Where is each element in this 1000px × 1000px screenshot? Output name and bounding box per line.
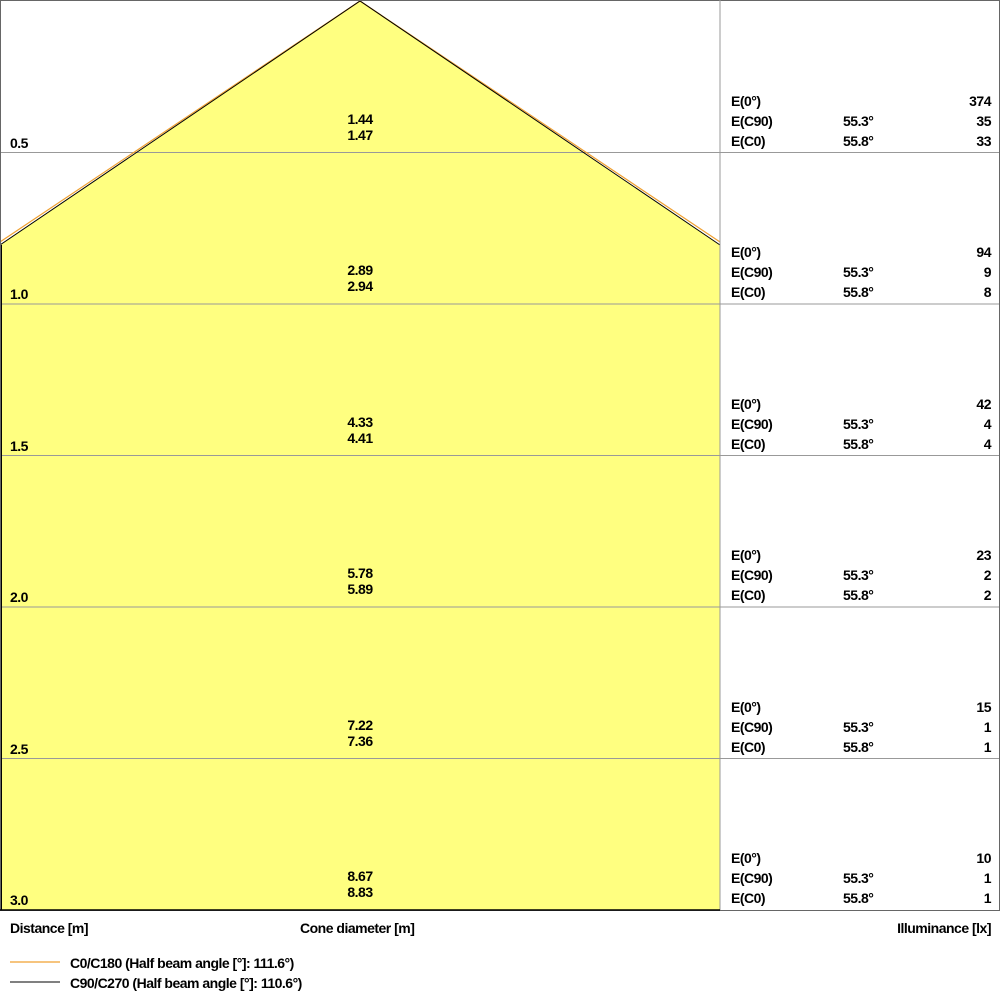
cone-diameter-c90: 2.89 bbox=[347, 262, 373, 278]
ec0-value: 1 bbox=[983, 738, 992, 755]
e0-value: 42 bbox=[976, 395, 991, 412]
ec90-value: 35 bbox=[976, 112, 991, 129]
cone-diameter-c0: 1.47 bbox=[347, 126, 373, 143]
legend-c90-label: C90/C270 (Half beam angle [°]: 110.6°) bbox=[70, 975, 302, 991]
distance-label: 2.0 bbox=[10, 589, 28, 605]
ec90-label: E(C90) bbox=[731, 718, 773, 735]
ec0-label: E(C0) bbox=[731, 132, 766, 149]
ec0-angle: 55.8° bbox=[843, 132, 874, 149]
ec90-label: E(C90) bbox=[731, 264, 773, 280]
x-label-cone-diameter: Cone diameter [m] bbox=[300, 920, 415, 936]
e0-value: 23 bbox=[976, 547, 991, 563]
e0-label: E(0°) bbox=[731, 395, 761, 412]
cone-diameter-c0: 5.89 bbox=[347, 581, 373, 597]
ec0-value: 4 bbox=[983, 435, 992, 452]
cone-diameter-c0: 8.83 bbox=[347, 884, 373, 900]
ec90-angle: 55.3° bbox=[843, 415, 874, 432]
e0-value: 374 bbox=[969, 92, 991, 109]
ec0-label: E(C0) bbox=[731, 890, 766, 906]
cone-diameter-c0: 4.41 bbox=[347, 429, 373, 446]
ec0-angle: 55.8° bbox=[843, 284, 874, 300]
ec90-value: 1 bbox=[983, 718, 992, 735]
ec0-label: E(C0) bbox=[731, 738, 766, 755]
distance-label: 3.0 bbox=[10, 892, 28, 908]
e0-label: E(0°) bbox=[731, 92, 761, 109]
e0-label: E(0°) bbox=[731, 698, 761, 715]
ec90-angle: 55.3° bbox=[843, 264, 874, 280]
e0-value: 15 bbox=[976, 698, 991, 715]
cone-diameter-c90: 7.22 bbox=[347, 716, 373, 733]
e0-value: 94 bbox=[976, 244, 991, 260]
ec90-angle: 55.3° bbox=[843, 870, 874, 886]
cone-diameter-c0: 2.94 bbox=[347, 278, 373, 294]
ec90-value: 4 bbox=[983, 415, 992, 432]
legend-c0-label: C0/C180 (Half beam angle [°]: 111.6°) bbox=[70, 955, 294, 971]
cone-diameter-c90: 4.33 bbox=[347, 413, 373, 430]
ec90-label: E(C90) bbox=[731, 112, 773, 129]
e0-label: E(0°) bbox=[731, 244, 761, 260]
ec90-value: 1 bbox=[983, 870, 992, 886]
cone-diameter-c90: 1.44 bbox=[347, 110, 373, 127]
ec0-label: E(C0) bbox=[731, 435, 766, 452]
distance-label: 1.0 bbox=[10, 286, 28, 302]
x-label-illuminance: Illuminance [lx] bbox=[897, 920, 991, 936]
cone-diameter-c90: 8.67 bbox=[347, 868, 373, 884]
ec90-label: E(C90) bbox=[731, 870, 773, 886]
cone-diameter-c90: 5.78 bbox=[347, 565, 373, 581]
ec0-label: E(C0) bbox=[731, 284, 766, 300]
ec0-angle: 55.8° bbox=[843, 738, 874, 755]
ec0-value: 1 bbox=[983, 890, 992, 906]
ec90-angle: 55.3° bbox=[843, 718, 874, 735]
ec90-label: E(C90) bbox=[731, 415, 773, 432]
ec0-label: E(C0) bbox=[731, 587, 766, 603]
ec0-value: 8 bbox=[983, 284, 992, 300]
ec0-angle: 55.8° bbox=[843, 890, 874, 906]
ec90-value: 2 bbox=[983, 567, 992, 583]
ec0-angle: 55.8° bbox=[843, 587, 874, 603]
ec0-value: 2 bbox=[983, 587, 992, 603]
e0-label: E(0°) bbox=[731, 547, 761, 563]
ec90-angle: 55.3° bbox=[843, 112, 874, 129]
ec90-value: 9 bbox=[983, 264, 992, 280]
ec90-angle: 55.3° bbox=[843, 567, 874, 583]
distance-label: 0.5 bbox=[10, 134, 28, 151]
ec0-value: 33 bbox=[976, 132, 991, 149]
distance-label: 1.5 bbox=[10, 437, 28, 454]
e0-label: E(0°) bbox=[731, 850, 761, 866]
ec0-angle: 55.8° bbox=[843, 435, 874, 452]
cone-diameter-c0: 7.36 bbox=[347, 732, 373, 749]
e0-value: 10 bbox=[976, 850, 991, 866]
distance-label: 2.5 bbox=[10, 740, 28, 757]
ec90-label: E(C90) bbox=[731, 567, 773, 583]
x-label-distance: Distance [m] bbox=[10, 920, 89, 936]
